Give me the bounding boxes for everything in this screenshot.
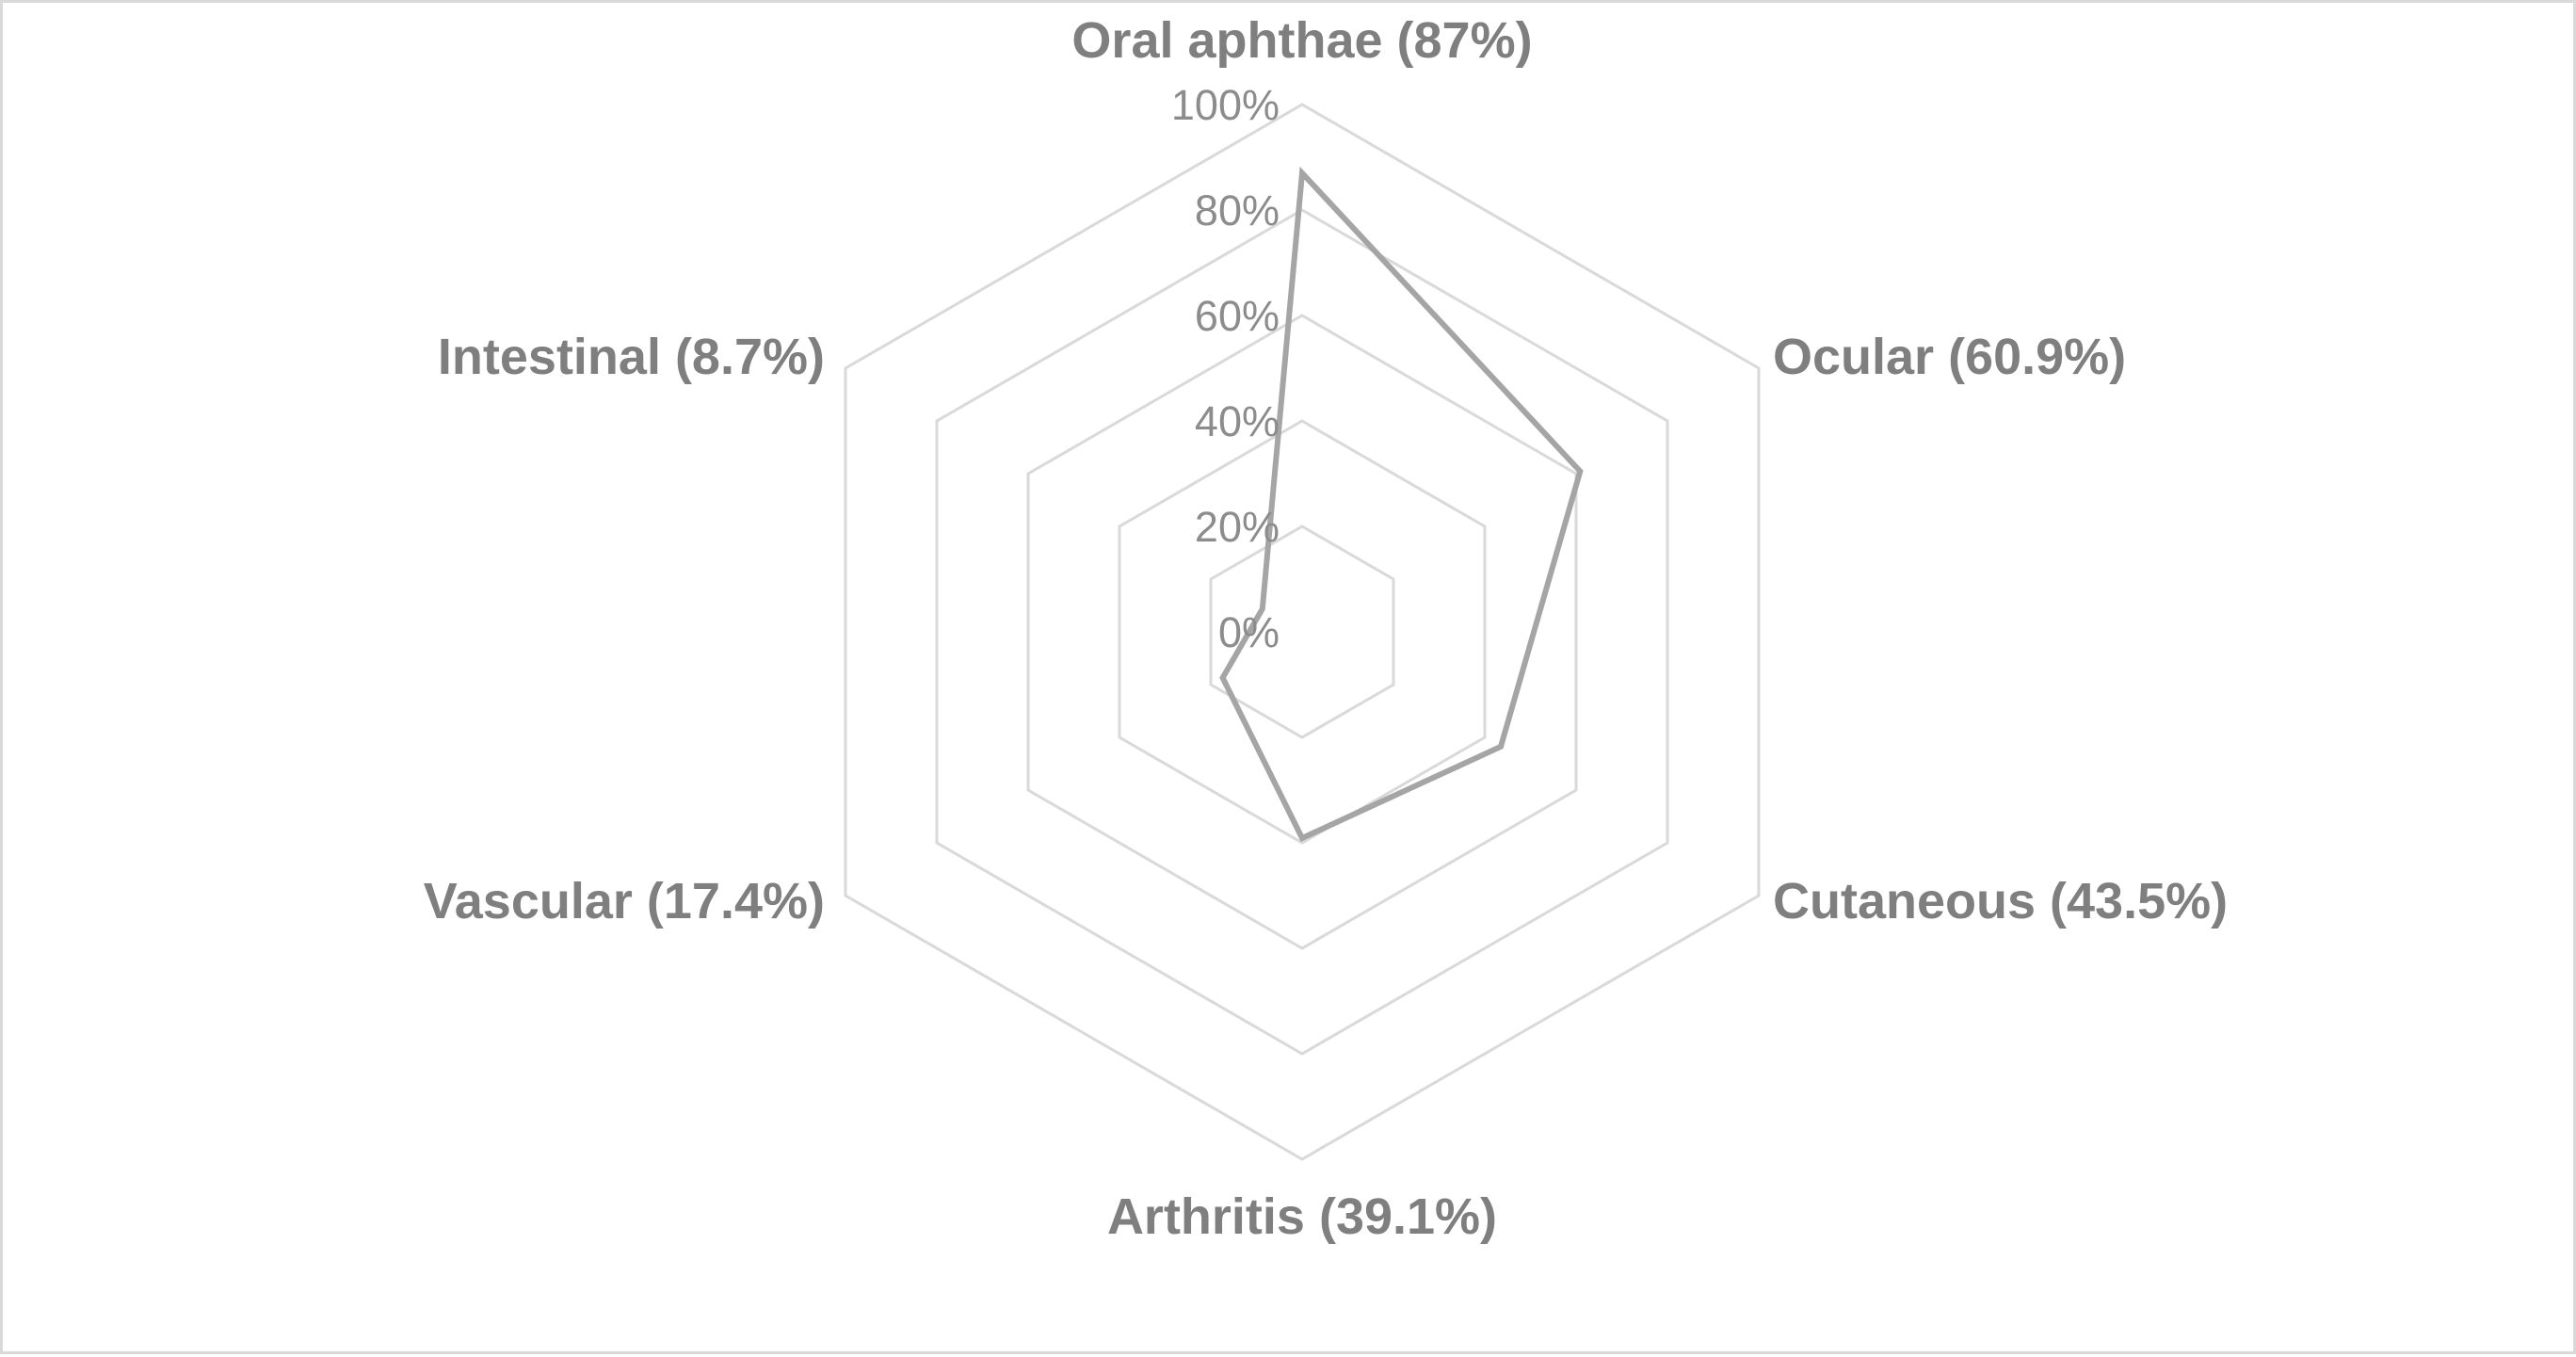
tick-label-100: 100% [1171,81,1280,129]
tick-label-0: 0% [1218,608,1280,656]
category-label-5: Intestinal (8.7%) [438,329,825,385]
grid-ring-60 [1028,315,1576,948]
tick-label-40: 40% [1195,397,1280,445]
tick-label-20: 20% [1195,503,1280,551]
radar-chart: 0% 20% 40% 60% 80% 100% Oral aphthae (87%) Ocu… [3,3,2576,1357]
category-label-2: Cutaneous (43.5%) [1773,873,2228,929]
grid-ring-100 [845,105,1759,1159]
tick-label-60: 60% [1195,292,1280,340]
category-label-1: Ocular (60.9%) [1773,329,2126,385]
category-label-4: Vascular (17.4%) [424,873,825,929]
tick-label-80: 80% [1195,186,1280,234]
grid-ring-80 [937,210,1667,1054]
grid-layer [845,105,1759,1159]
category-label-3: Arthritis (39.1%) [1107,1188,1497,1245]
category-label-0: Oral aphthae (87%) [1071,12,1532,69]
